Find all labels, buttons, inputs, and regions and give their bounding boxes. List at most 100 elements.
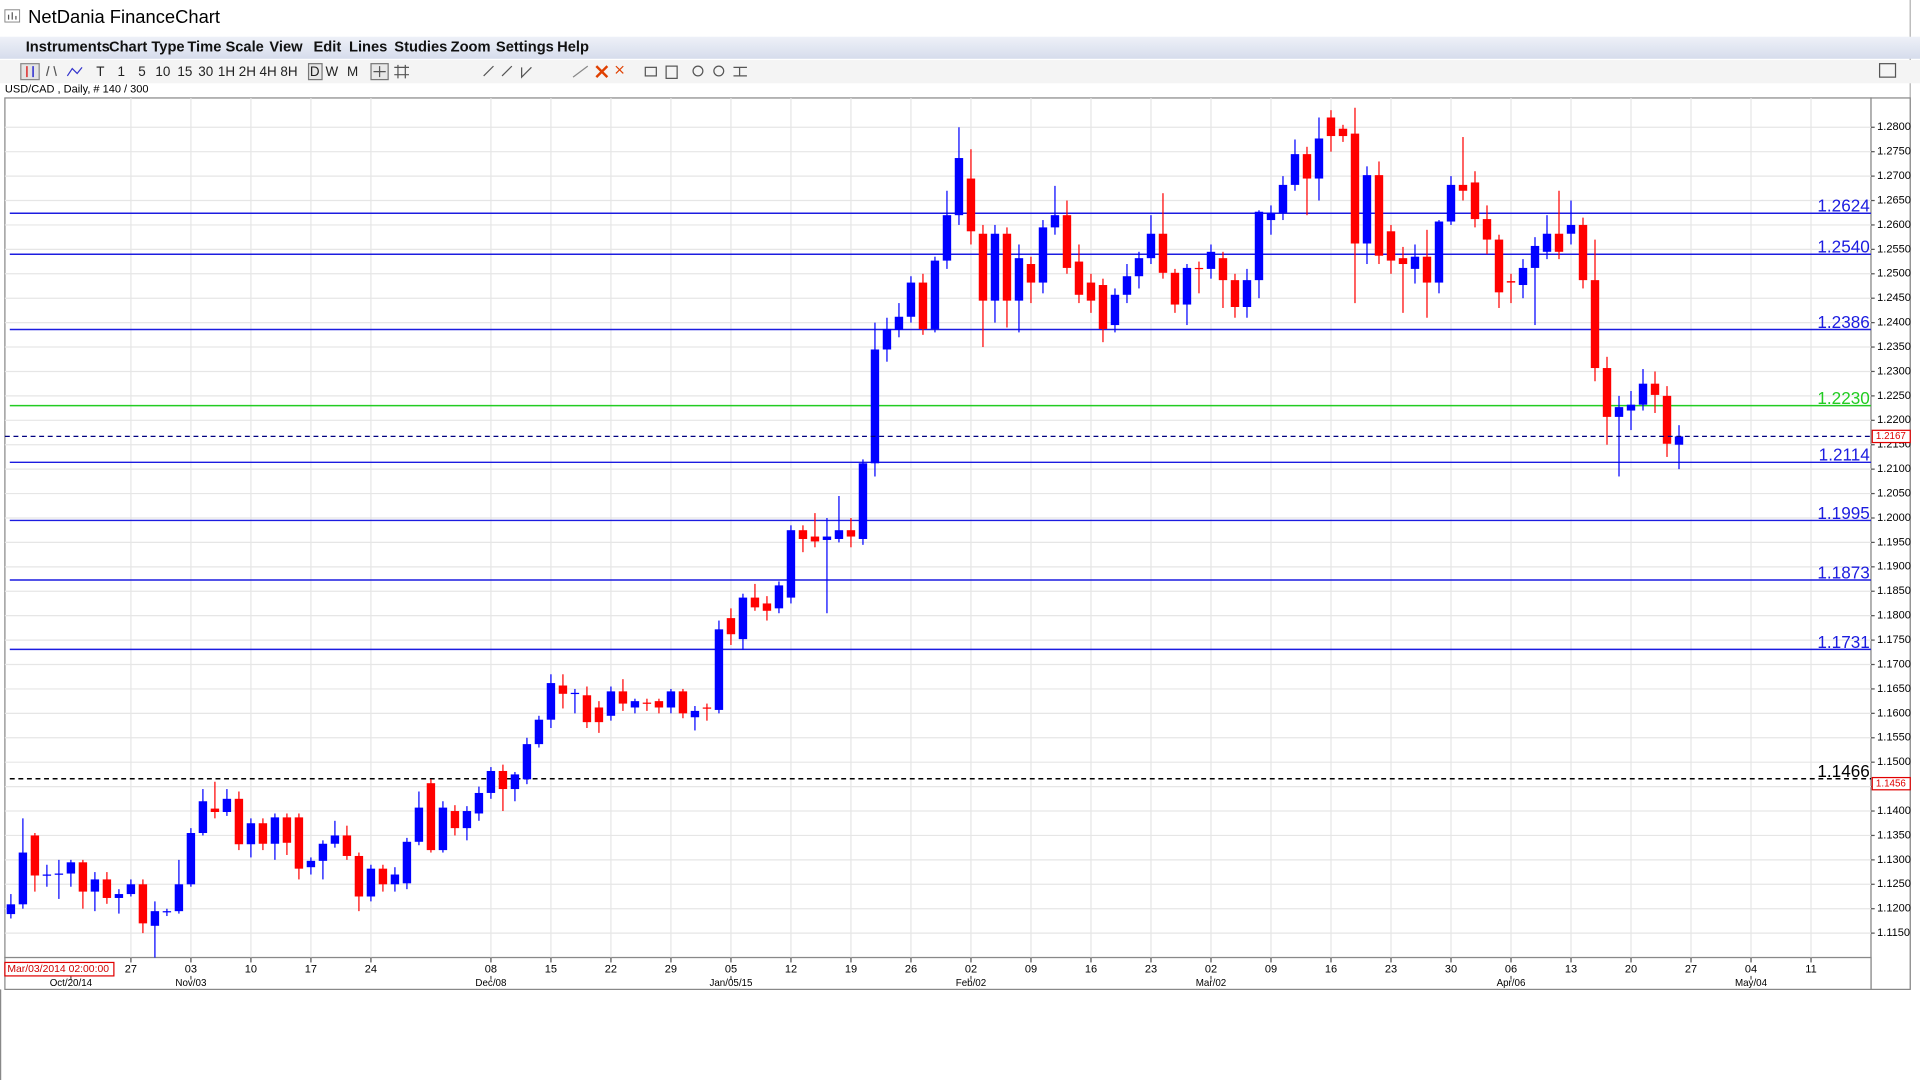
candle-body [810, 536, 820, 542]
candle-body [798, 530, 808, 539]
candle-body [1086, 282, 1096, 301]
candle-body [534, 719, 544, 745]
candle-body [510, 774, 520, 790]
menu-item[interactable]: Studies [394, 40, 447, 56]
candle-body [714, 629, 724, 710]
timeframe-button[interactable]: 4H [260, 64, 277, 79]
timeframe-button[interactable]: 2H [239, 64, 256, 79]
candle-body [150, 911, 160, 926]
candle-body [690, 710, 700, 718]
candle-body [966, 178, 976, 232]
candle-body [1542, 233, 1552, 252]
candle-body [726, 618, 736, 635]
toolbar-icons [20, 63, 1897, 81]
candle-body [522, 744, 532, 780]
timeframe-button[interactable]: M [347, 64, 358, 79]
y-tick-label: 1.2200 [1877, 414, 1911, 426]
candle-body [1554, 233, 1564, 252]
candle-body [918, 282, 928, 329]
candle-body [342, 835, 352, 856]
candle-body [1458, 184, 1468, 191]
tool-fit[interactable] [733, 66, 747, 77]
level-label: 1.2386 [1817, 312, 1869, 332]
tool-draw[interactable] [483, 65, 532, 79]
candle-body [1662, 395, 1672, 444]
x-tick-label: 02 [1205, 964, 1217, 976]
tool-delete[interactable] [595, 65, 609, 79]
timeframe-button[interactable]: 5 [138, 64, 145, 79]
candle-body [1374, 175, 1384, 256]
cursor-date-label: Mar/03/2014 02:00:00 [7, 964, 109, 975]
candle-body [750, 597, 760, 608]
y-tick-label: 1.2400 [1877, 317, 1911, 329]
candle-body [618, 691, 628, 704]
tool-bar[interactable] [45, 65, 57, 77]
candle-body [138, 884, 148, 924]
menu-item[interactable]: Help [557, 40, 589, 56]
menu-item[interactable]: Zoom [451, 40, 491, 56]
timeframe-button[interactable]: 8H [280, 64, 297, 79]
tool-candle[interactable] [20, 63, 40, 81]
y-tick-label: 1.1700 [1877, 658, 1911, 670]
tool-line[interactable] [66, 66, 83, 77]
cursor-date-box [4, 961, 115, 977]
menu-item[interactable]: Chart Type [109, 40, 185, 56]
timeframe-button[interactable]: T [96, 64, 104, 79]
candle-body [762, 603, 772, 611]
y-tick-label: 1.2450 [1877, 292, 1911, 304]
candle-body [462, 811, 472, 829]
y-tick-label: 1.1650 [1877, 683, 1911, 695]
menu-item[interactable]: Time Scale [187, 40, 263, 56]
y-tick-label: 1.1150 [1877, 927, 1910, 939]
timeframe-selected[interactable]: D [310, 64, 320, 79]
y-tick-label: 1.2800 [1877, 121, 1911, 133]
candle-body [270, 817, 280, 844]
candle-body [1326, 117, 1336, 137]
candle-body [1278, 184, 1288, 213]
menu-item[interactable]: Lines [349, 40, 387, 56]
chart: 1.1150 1.1200 1.1250 1.1300 1.1350 1.1400 1.14… [4, 97, 1911, 990]
tool-delete-all[interactable] [615, 65, 624, 74]
candle-body [678, 691, 688, 714]
tool-zoom-in[interactable] [692, 65, 704, 77]
menu-item[interactable]: Edit [313, 40, 341, 56]
candle-body [18, 852, 28, 905]
candle-body [786, 530, 796, 598]
tool-trend[interactable] [572, 65, 589, 78]
timeframe-button[interactable]: 15 [177, 64, 192, 79]
candle-body [54, 873, 64, 875]
candle-body [546, 683, 556, 720]
tool-zoom-out[interactable] [713, 65, 725, 77]
x-tick-label: 03 [185, 964, 197, 976]
y-tick-label: 1.1550 [1877, 732, 1911, 744]
timeframe-button[interactable]: 30 [198, 64, 213, 79]
timeframe-button[interactable]: 1 [117, 64, 124, 79]
candle-body [1422, 256, 1432, 283]
tool-grid[interactable] [394, 64, 409, 79]
candle-body [1014, 258, 1024, 301]
candle-body [1398, 258, 1408, 265]
y-tick-label: 1.2100 [1877, 463, 1911, 475]
timeframe-button[interactable]: W [325, 64, 338, 79]
menu-item[interactable]: View [269, 40, 303, 56]
y-tick-label: 1.2700 [1877, 170, 1911, 182]
timeframe-button[interactable]: 10 [155, 64, 170, 79]
candle-body [354, 855, 364, 897]
date-axis [4, 956, 1872, 990]
menu-item[interactable]: Settings [496, 40, 554, 56]
tool-print[interactable] [644, 66, 657, 77]
x-tick-label: 19 [845, 964, 857, 976]
candle-body [402, 841, 412, 884]
timeframe-button[interactable]: 1H [218, 64, 235, 79]
x-tick-label: 27 [125, 964, 137, 976]
y-tick-label: 1.2600 [1877, 219, 1911, 231]
candle-body [498, 770, 508, 790]
tool-panel[interactable] [1878, 63, 1897, 78]
candle-body [1350, 133, 1360, 244]
tool-preview[interactable] [665, 65, 678, 79]
candle-body [1038, 227, 1048, 283]
x-month-label: Apr/06 [1497, 978, 1526, 989]
candle-body [882, 328, 892, 350]
menu-item[interactable]: Instruments [26, 40, 110, 56]
